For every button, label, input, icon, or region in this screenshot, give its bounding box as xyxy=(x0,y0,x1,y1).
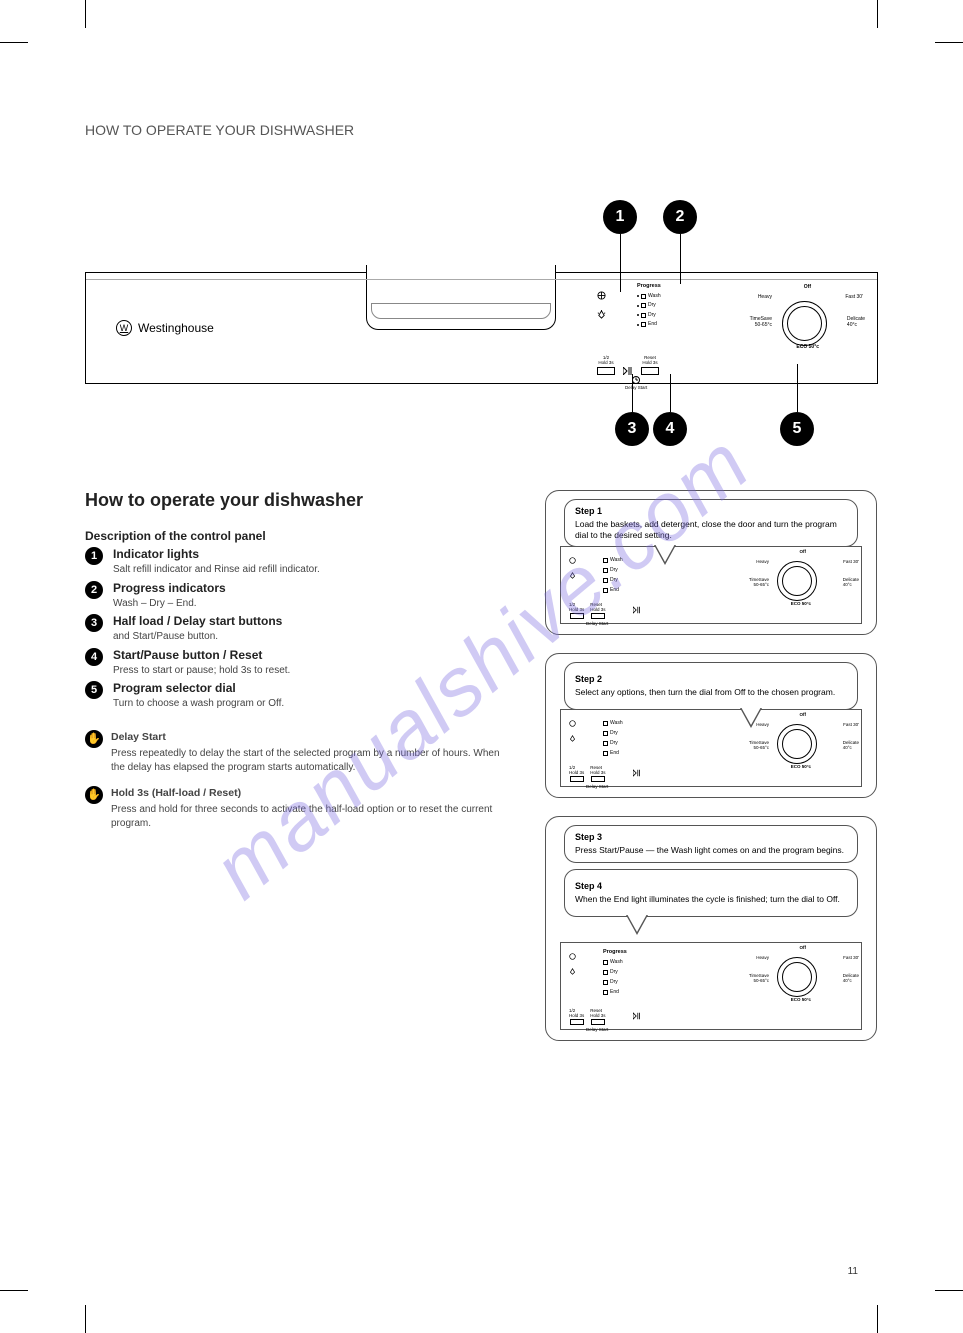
brand-text: Westinghouse xyxy=(138,321,214,335)
callout-line xyxy=(632,374,633,412)
step-bubble: Step 4 When the End light illuminates th… xyxy=(564,869,858,917)
crop-mark xyxy=(935,42,963,43)
crop-mark xyxy=(85,1305,86,1333)
right-column: Step 1 Load the baskets, add detergent, … xyxy=(545,490,877,1059)
play-pause-icon xyxy=(633,1012,641,1020)
item-text: and Start/Pause button. xyxy=(113,630,505,645)
item-label: Program selector dial xyxy=(113,681,505,695)
dial-delicate-label: Delicate 40°c xyxy=(847,317,865,328)
rinse-aid-indicator-icon xyxy=(569,572,576,579)
mini-panel: Progress Wash Dry Dry End 1/2 Hold 3s Re… xyxy=(560,942,862,1030)
program-dial xyxy=(782,301,827,346)
item-number: 5 xyxy=(85,681,103,699)
buttons-row: 1/2 Hold 3s Reset Hold 3s xyxy=(597,356,659,375)
callout-1: 1 xyxy=(603,200,637,234)
callout-line xyxy=(797,364,798,412)
play-pause-icon xyxy=(633,769,641,777)
explanation-row: ✋ Delay Start Press repeatedly to delay th… xyxy=(85,730,505,776)
item-label: Progress indicators xyxy=(113,581,505,595)
dial-eco-label: ECO 50°c xyxy=(796,345,819,351)
callout-2: 2 xyxy=(663,200,697,234)
page: manualshive.com HOW TO OPERATE YOUR DISH… xyxy=(85,42,878,1291)
delay-start-label: Delay Start xyxy=(625,376,647,391)
item-number: 4 xyxy=(85,648,103,666)
item-text: Turn to choose a wash program or Off. xyxy=(113,697,505,712)
step-bubble: Step 3 Press Start/Pause — the Wash ligh… xyxy=(564,825,858,863)
item-number: 2 xyxy=(85,581,103,599)
control-item: 3 Half load / Delay start buttons and Star… xyxy=(85,614,505,645)
dial-fast-label: Fast 30' xyxy=(845,295,863,301)
control-item: 1 Indicator lights Salt refill indicator a… xyxy=(85,547,505,578)
explanation-text: Press and hold for three seconds to acti… xyxy=(111,804,492,830)
mini-panel: Wash Dry Dry End 1/2 Hold 3s Reset Hold … xyxy=(560,546,862,624)
hand-icon: ✋ xyxy=(85,786,103,804)
dial-heavy-label: Heavy xyxy=(758,295,772,301)
reset-button: Reset Hold 3s xyxy=(641,356,659,375)
half-load-button: 1/2 Hold 3s xyxy=(597,356,615,375)
item-label: Start/Pause button / Reset xyxy=(113,648,505,662)
section-title: How to operate your dishwasher xyxy=(85,490,505,511)
crop-mark xyxy=(0,42,28,43)
item-text: Salt refill indicator and Rinse aid refi… xyxy=(113,563,505,578)
item-text: Press to start or pause; hold 3s to rese… xyxy=(113,664,505,679)
brand-logo: W Westinghouse xyxy=(116,320,214,336)
callout-line xyxy=(670,374,671,412)
rinse-aid-indicator-icon xyxy=(569,968,576,975)
dial-off-label: Off xyxy=(804,285,811,291)
explanations: ✋ Delay Start Press repeatedly to delay th… xyxy=(85,730,505,832)
clock-icon xyxy=(632,376,640,384)
controls-list: 1 Indicator lights Salt refill indicator a… xyxy=(85,547,505,712)
mini-panel: Wash Dry Dry End 1/2 Hold 3s Reset Hold … xyxy=(560,709,862,787)
left-column: How to operate your dishwasher Descripti… xyxy=(85,490,505,842)
salt-indicator-icon xyxy=(569,953,576,960)
page-header: HOW TO OPERATE YOUR DISHWASHER xyxy=(85,122,354,138)
control-panel-diagram: W Westinghouse Progress Wash Dry Dry End… xyxy=(85,272,878,384)
hand-icon: ✋ xyxy=(85,730,103,748)
page-number: 11 xyxy=(848,1266,858,1277)
callout-4: 4 xyxy=(653,412,687,446)
control-item: 4 Start/Pause button / Reset Press to star… xyxy=(85,648,505,679)
rinse-aid-indicator-icon xyxy=(569,735,576,742)
step-card-3: Step 3 Press Start/Pause — the Wash ligh… xyxy=(545,816,877,1041)
salt-indicator-icon xyxy=(569,557,576,564)
step-card-2: Step 2 Select any options, then turn the… xyxy=(545,653,877,798)
item-label: Indicator lights xyxy=(113,547,505,561)
callout-line xyxy=(620,234,621,292)
panel-controls: Progress Wash Dry Dry End 1/2 Hold 3s Re… xyxy=(597,281,867,377)
explanation-row: ✋ Hold 3s (Half-load / Reset) Press and ho… xyxy=(85,786,505,832)
item-number: 1 xyxy=(85,547,103,565)
callout-3: 3 xyxy=(615,412,649,446)
item-number: 3 xyxy=(85,614,103,632)
crop-mark xyxy=(85,0,86,28)
controls-heading: Description of the control panel xyxy=(85,529,505,543)
crop-mark xyxy=(877,1305,878,1333)
indicator-lights xyxy=(597,291,606,319)
item-text: Wash – Dry – End. xyxy=(113,597,505,612)
step-card-1: Step 1 Load the baskets, add detergent, … xyxy=(545,490,877,635)
control-item: 5 Program selector dial Turn to choose a w… xyxy=(85,681,505,712)
progress-indicators: Progress Wash Dry Dry End xyxy=(637,283,661,328)
crop-mark xyxy=(935,1290,963,1291)
crop-mark xyxy=(877,0,878,28)
rinse-aid-indicator-icon xyxy=(597,310,606,319)
explanation-text: Press repeatedly to delay the start of t… xyxy=(111,748,500,774)
westinghouse-icon: W xyxy=(116,320,132,336)
callout-5: 5 xyxy=(780,412,814,446)
control-item: 2 Progress indicators Wash – Dry – End. xyxy=(85,581,505,612)
step-bubble: Step 1 Load the baskets, add detergent, … xyxy=(564,499,858,547)
callout-line xyxy=(680,234,681,284)
explanation-title: Delay Start xyxy=(111,730,505,745)
crop-mark xyxy=(0,1290,28,1291)
explanation-title: Hold 3s (Half-load / Reset) xyxy=(111,786,505,801)
door-handle xyxy=(366,265,556,330)
step-bubble: Step 2 Select any options, then turn the… xyxy=(564,662,858,710)
salt-indicator-icon xyxy=(597,291,606,300)
item-label: Half load / Delay start buttons xyxy=(113,614,505,628)
salt-indicator-icon xyxy=(569,720,576,727)
play-pause-icon xyxy=(633,606,641,614)
dial-timesave-label: TimeSave 50-65°c xyxy=(750,317,772,328)
